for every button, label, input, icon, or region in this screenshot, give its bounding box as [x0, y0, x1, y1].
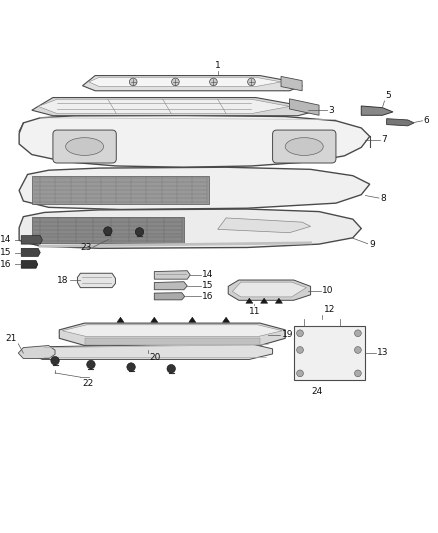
Text: 8: 8	[380, 193, 386, 203]
Polygon shape	[18, 345, 55, 359]
Text: 14: 14	[0, 236, 11, 245]
Polygon shape	[21, 261, 38, 268]
Polygon shape	[32, 98, 319, 116]
Circle shape	[51, 357, 59, 365]
Circle shape	[354, 346, 361, 353]
Polygon shape	[21, 248, 40, 256]
Circle shape	[354, 330, 361, 337]
Polygon shape	[32, 176, 209, 204]
Text: 24: 24	[311, 387, 322, 397]
Polygon shape	[154, 282, 187, 290]
Circle shape	[172, 78, 179, 86]
Circle shape	[104, 227, 112, 235]
Polygon shape	[62, 325, 282, 337]
Text: 19: 19	[282, 330, 293, 340]
Circle shape	[135, 228, 144, 236]
Ellipse shape	[285, 138, 323, 156]
Polygon shape	[281, 76, 302, 91]
Polygon shape	[78, 273, 116, 288]
Text: 13: 13	[377, 348, 389, 357]
Polygon shape	[38, 99, 290, 114]
Polygon shape	[28, 343, 272, 359]
Polygon shape	[19, 209, 361, 248]
Text: 9: 9	[369, 240, 374, 248]
Text: 16: 16	[0, 260, 11, 269]
Polygon shape	[218, 218, 311, 233]
Circle shape	[210, 78, 217, 86]
Polygon shape	[82, 76, 302, 91]
Text: 10: 10	[322, 286, 334, 295]
Circle shape	[354, 370, 361, 377]
Text: 1: 1	[215, 61, 221, 70]
Circle shape	[297, 330, 304, 337]
FancyBboxPatch shape	[272, 130, 336, 163]
Circle shape	[87, 360, 95, 369]
Polygon shape	[290, 99, 319, 115]
Circle shape	[297, 346, 304, 353]
Polygon shape	[151, 317, 158, 322]
Polygon shape	[59, 323, 285, 345]
Polygon shape	[189, 317, 196, 322]
Text: 11: 11	[249, 306, 260, 316]
Polygon shape	[32, 216, 184, 243]
Polygon shape	[21, 236, 42, 244]
Text: 21: 21	[6, 334, 17, 343]
Polygon shape	[246, 298, 253, 303]
Polygon shape	[387, 119, 414, 126]
Text: 3: 3	[329, 106, 335, 115]
Text: 20: 20	[149, 353, 161, 362]
Polygon shape	[117, 317, 124, 322]
Text: 7: 7	[381, 135, 387, 144]
Polygon shape	[19, 115, 370, 167]
Text: 6: 6	[424, 116, 429, 125]
Text: 18: 18	[57, 276, 69, 285]
Polygon shape	[154, 293, 185, 300]
Text: 22: 22	[82, 379, 94, 388]
Polygon shape	[276, 298, 283, 303]
Circle shape	[129, 78, 137, 86]
FancyBboxPatch shape	[53, 130, 116, 163]
Polygon shape	[261, 298, 268, 303]
Circle shape	[127, 363, 135, 372]
Text: 12: 12	[324, 305, 336, 314]
Polygon shape	[85, 338, 260, 345]
Polygon shape	[228, 280, 311, 300]
Ellipse shape	[66, 138, 104, 156]
Polygon shape	[89, 77, 281, 86]
Text: 14: 14	[202, 270, 213, 279]
Text: 15: 15	[202, 281, 214, 290]
Text: 16: 16	[202, 292, 214, 301]
Circle shape	[297, 370, 304, 377]
Circle shape	[167, 365, 176, 373]
Polygon shape	[223, 317, 230, 322]
Text: 15: 15	[0, 248, 11, 257]
Bar	[294, 326, 365, 379]
Text: 5: 5	[385, 92, 391, 101]
Polygon shape	[361, 106, 393, 115]
Circle shape	[247, 78, 255, 86]
Polygon shape	[154, 271, 190, 279]
Polygon shape	[19, 167, 370, 209]
Text: 23: 23	[81, 244, 92, 253]
Polygon shape	[233, 282, 306, 297]
